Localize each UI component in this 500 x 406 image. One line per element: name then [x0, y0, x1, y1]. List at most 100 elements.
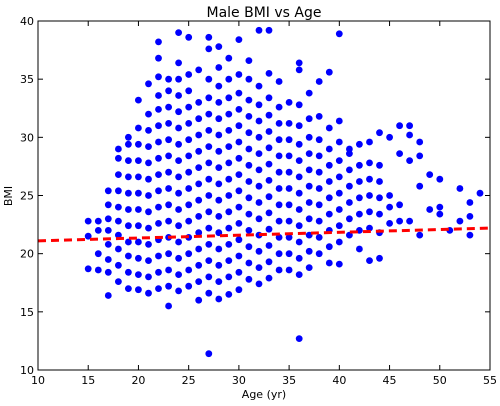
data-point [124, 133, 132, 141]
data-point [225, 126, 233, 134]
data-point [185, 152, 193, 160]
data-point [265, 128, 273, 135]
data-point [175, 92, 183, 99]
data-point [225, 192, 233, 199]
data-point [225, 208, 233, 216]
data-point [165, 302, 173, 310]
data-point [255, 182, 263, 190]
data-point [235, 220, 243, 227]
data-point [185, 71, 193, 78]
data-point [356, 178, 363, 185]
data-point [124, 206, 132, 213]
data-point [356, 210, 363, 218]
data-point [175, 189, 183, 197]
y-tick-label: 20 [20, 248, 34, 261]
data-point [124, 157, 132, 165]
data-point [145, 289, 152, 297]
data-point [94, 266, 102, 274]
data-point [124, 268, 132, 276]
data-point [225, 224, 233, 232]
data-point [215, 261, 223, 269]
data-point [235, 187, 243, 195]
data-point [265, 144, 273, 152]
data-point [366, 138, 373, 146]
data-point [366, 175, 373, 183]
data-point [325, 68, 333, 76]
data-point [165, 152, 173, 160]
data-point [265, 70, 273, 77]
data-point [376, 178, 383, 185]
data-point [185, 217, 193, 225]
data-point [205, 289, 213, 297]
data-point [205, 350, 213, 358]
data-point [335, 138, 343, 146]
data-point [366, 208, 373, 216]
data-point [124, 222, 132, 230]
data-point [155, 187, 162, 195]
data-point [396, 150, 403, 158]
data-point [165, 75, 173, 83]
data-point [135, 173, 142, 181]
data-point [124, 285, 132, 292]
data-point [225, 94, 233, 102]
data-point [195, 213, 203, 220]
data-point [155, 54, 162, 62]
data-point [175, 140, 183, 148]
data-point [115, 278, 122, 285]
data-point [175, 29, 183, 36]
data-point [245, 259, 253, 267]
data-point [145, 80, 152, 88]
data-point [245, 96, 253, 104]
data-point [295, 59, 303, 67]
y-tick-label: 35 [20, 73, 34, 86]
data-point [195, 131, 203, 139]
data-point [346, 182, 353, 190]
data-point [135, 238, 142, 246]
data-point [225, 159, 233, 167]
data-point [155, 122, 162, 130]
data-point [255, 166, 263, 174]
data-point [386, 203, 393, 211]
data-point [285, 99, 293, 106]
data-point [356, 161, 363, 169]
data-point [135, 124, 142, 132]
data-point [235, 286, 243, 294]
data-point [426, 171, 434, 179]
data-point [235, 89, 243, 97]
data-point [406, 122, 413, 130]
data-point [275, 217, 283, 225]
data-point [175, 124, 183, 132]
data-point [255, 264, 263, 271]
data-point [124, 238, 132, 246]
data-point [285, 201, 293, 209]
data-point [295, 66, 303, 74]
data-point [155, 154, 162, 162]
data-point [406, 157, 413, 165]
data-point [235, 171, 243, 179]
data-point [476, 189, 484, 197]
data-point [195, 245, 203, 253]
data-point [124, 140, 132, 148]
data-point [225, 54, 233, 62]
data-point [305, 199, 313, 206]
data-point [235, 252, 243, 260]
data-point [346, 166, 353, 174]
data-point [265, 94, 273, 102]
data-point [325, 243, 333, 251]
data-point [195, 296, 203, 304]
data-point [315, 217, 323, 225]
data-point [165, 87, 173, 95]
data-point [315, 113, 323, 120]
data-point [115, 261, 122, 269]
data-point [295, 122, 303, 130]
data-point [295, 335, 303, 342]
data-point [185, 168, 193, 176]
data-point [255, 199, 263, 206]
data-point [315, 152, 323, 160]
data-point [235, 268, 243, 276]
data-point [124, 189, 132, 197]
data-point [376, 161, 383, 169]
data-point [305, 182, 313, 190]
data-point [205, 208, 213, 216]
